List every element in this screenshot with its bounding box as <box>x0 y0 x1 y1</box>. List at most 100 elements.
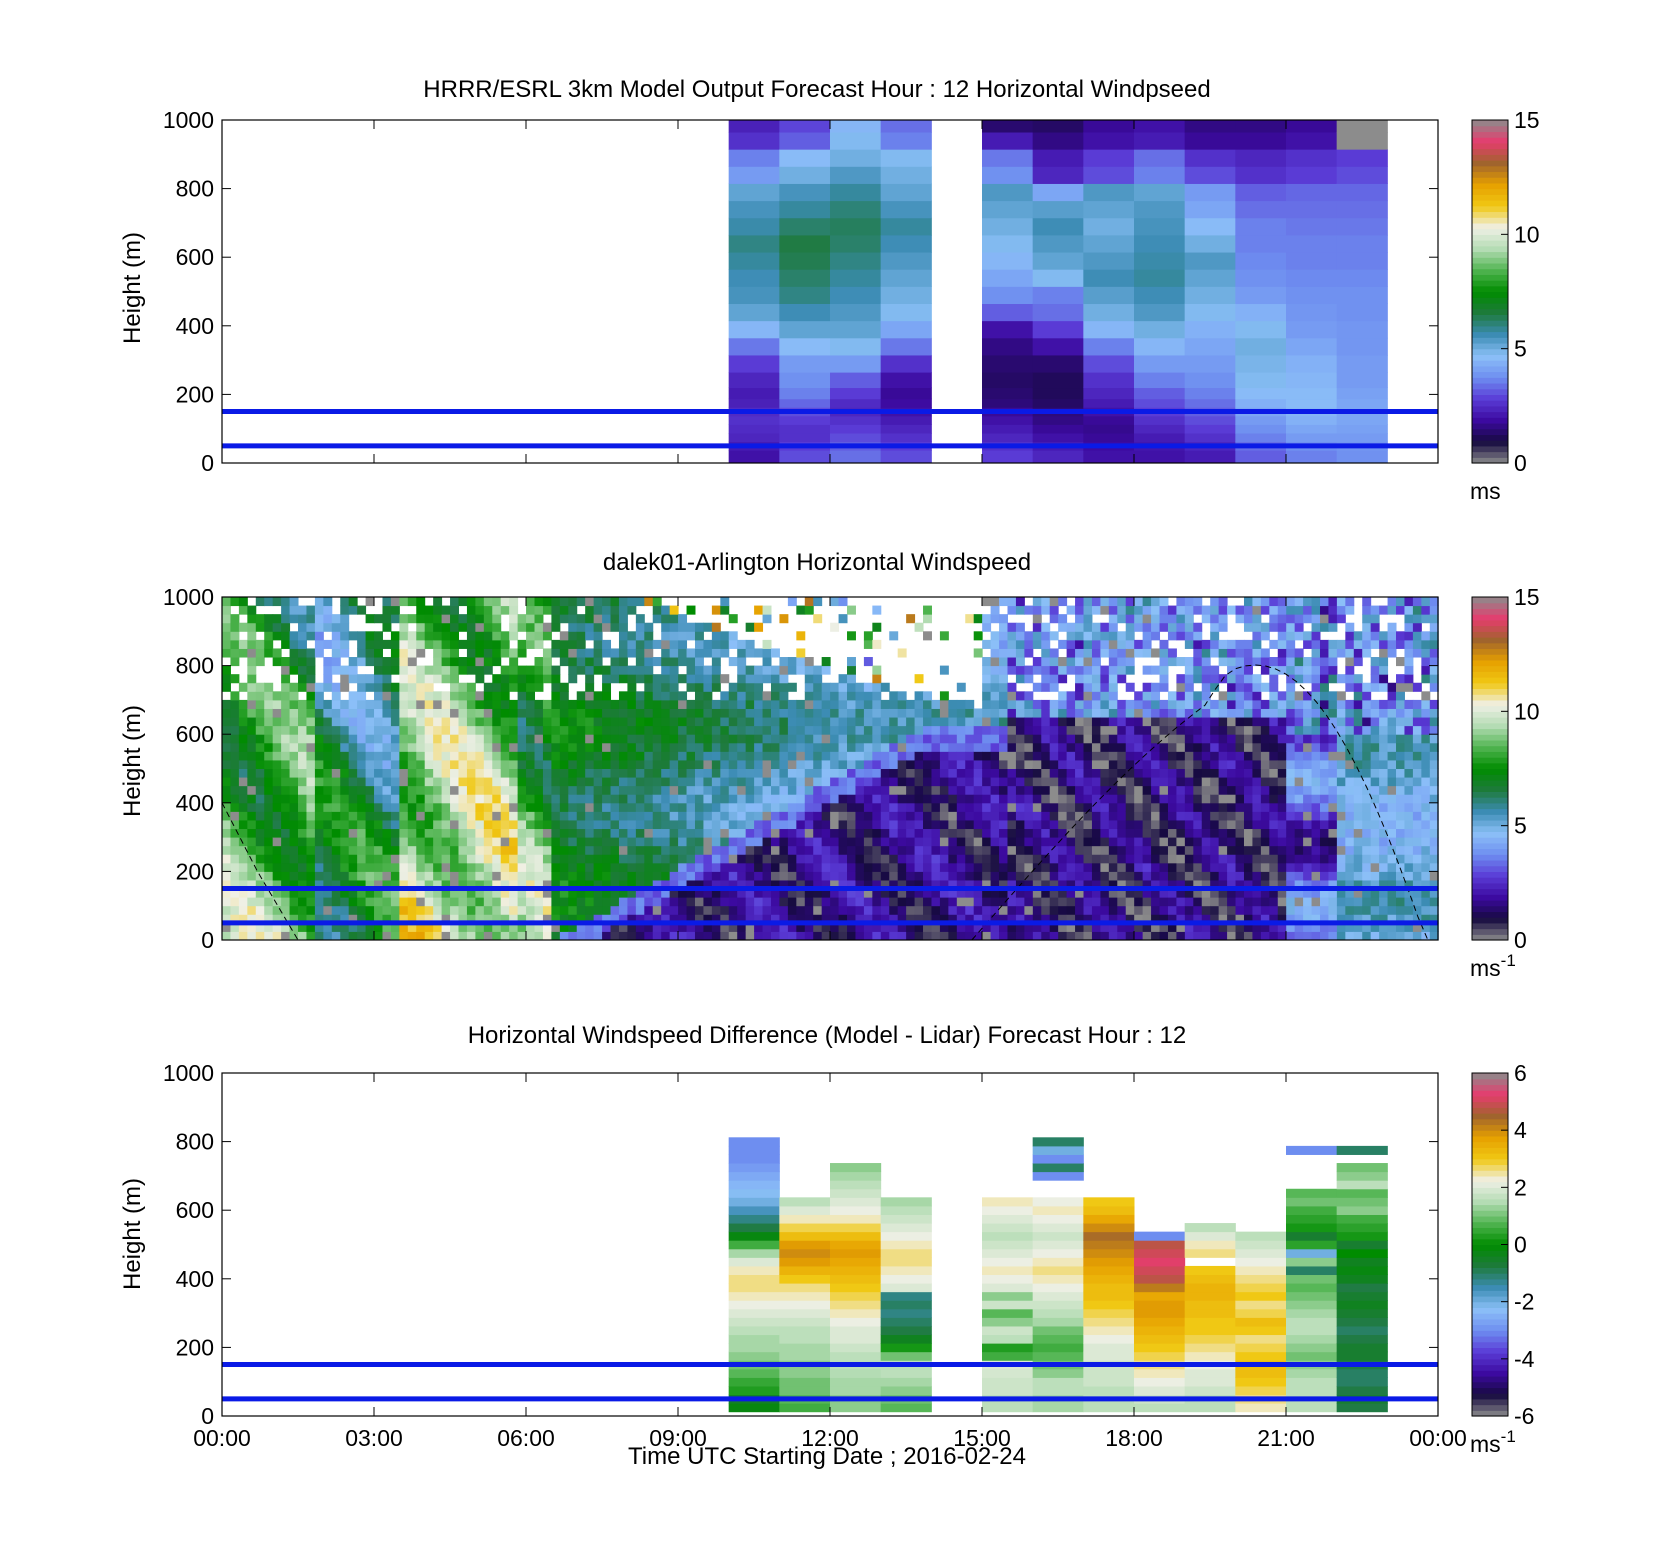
heatmap-cell <box>889 931 899 941</box>
heatmap-cell <box>661 639 671 649</box>
heatmap-cell <box>1134 398 1186 408</box>
heatmap-cell <box>433 888 443 898</box>
heatmap-cell <box>1151 708 1161 718</box>
heatmap-cell <box>1235 234 1287 253</box>
heatmap-cell <box>458 751 468 761</box>
heatmap-cell <box>830 819 840 830</box>
heatmap-cell <box>1032 398 1084 408</box>
heatmap-cell <box>1108 648 1118 658</box>
heatmap-cell <box>407 845 417 855</box>
colorbar-segment <box>1472 400 1508 407</box>
heatmap-cell <box>627 871 637 881</box>
heatmap-cell <box>804 811 814 821</box>
heatmap-cell <box>517 905 527 915</box>
heatmap-cell <box>559 699 569 709</box>
heatmap-cell <box>999 888 1008 898</box>
heatmap-cell <box>433 691 443 701</box>
heatmap-cell <box>551 708 561 718</box>
heatmap-cell <box>1049 785 1059 795</box>
heatmap-cell <box>728 699 738 709</box>
heatmap-cell <box>534 871 544 881</box>
heatmap-cell <box>694 862 704 872</box>
heatmap-cell <box>1015 905 1025 915</box>
heatmap-cell <box>948 751 958 761</box>
heatmap-cell <box>238 837 248 847</box>
heatmap-cell <box>247 828 257 838</box>
heatmap-cell <box>314 879 324 890</box>
heatmap-cell <box>939 742 949 752</box>
heatmap-cell <box>1193 734 1203 744</box>
heatmap-cell <box>1032 871 1042 881</box>
heatmap-cell <box>1218 922 1228 932</box>
heatmap-cell <box>931 897 941 907</box>
heatmap-cell <box>534 734 544 744</box>
heatmap-cell <box>1184 149 1236 167</box>
heatmap-cell <box>1227 777 1237 787</box>
heatmap-cell <box>500 665 510 675</box>
heatmap-cell <box>281 674 291 684</box>
heatmap-cell <box>661 734 671 744</box>
heatmap-cell <box>1083 922 1093 932</box>
heatmap-cell <box>661 837 671 847</box>
colorbar-segment <box>1472 457 1508 464</box>
heatmap-cell <box>686 708 696 718</box>
heatmap-cell <box>1201 674 1211 684</box>
heatmap-cell <box>1049 614 1059 624</box>
colorbar-segment <box>1472 342 1508 350</box>
heatmap-cell <box>407 871 417 881</box>
heatmap-cell <box>999 828 1008 838</box>
heatmap-cell <box>737 734 747 744</box>
heatmap-cell <box>340 614 350 624</box>
heatmap-cell <box>821 777 831 787</box>
heatmap-cell <box>1243 845 1253 855</box>
heatmap-cell <box>1032 811 1042 821</box>
heatmap-cell <box>661 905 671 915</box>
heatmap-cell <box>939 631 949 641</box>
heatmap-cell <box>627 777 637 787</box>
heatmap-cell <box>703 905 713 915</box>
heatmap-cell <box>568 734 578 744</box>
heatmap-cell <box>1218 657 1228 667</box>
heatmap-cell <box>694 759 704 769</box>
heatmap-cell <box>1286 337 1338 356</box>
heatmap-cell <box>1201 922 1211 932</box>
heatmap-cell <box>1091 811 1101 821</box>
heatmap-cell <box>500 802 510 812</box>
heatmap-cell <box>821 854 831 864</box>
heatmap-cell <box>382 622 392 632</box>
heatmap-cell <box>1201 794 1211 804</box>
heatmap-cell <box>1243 622 1253 632</box>
heatmap-cell <box>281 854 291 864</box>
heatmap-cell <box>627 914 637 924</box>
heatmap-cell <box>1193 597 1203 607</box>
heatmap-cell <box>264 828 274 838</box>
heatmap-cell <box>441 665 451 675</box>
heatmap-cell <box>542 828 552 838</box>
heatmap-cell <box>314 605 324 615</box>
heatmap-cell <box>1235 217 1287 236</box>
heatmap-cell <box>779 897 789 907</box>
heatmap-cell <box>1117 914 1127 924</box>
heatmap-cell <box>1091 751 1101 761</box>
heatmap-cell <box>880 200 932 219</box>
heatmap-cell <box>314 725 324 735</box>
heatmap-cell <box>956 699 966 709</box>
heatmap-cell <box>779 183 831 202</box>
heatmap-cell <box>323 879 333 890</box>
heatmap-cell <box>348 691 358 701</box>
heatmap-cell <box>500 794 510 804</box>
heatmap-cell <box>517 614 527 624</box>
heatmap-cell <box>1227 682 1237 692</box>
heatmap-cell <box>458 897 468 907</box>
heatmap-cell <box>939 914 949 924</box>
heatmap-cell <box>830 372 882 389</box>
heatmap-cell <box>272 819 282 830</box>
heatmap-cell <box>1286 166 1338 184</box>
heatmap-cell <box>509 622 519 632</box>
panel-lidar-ylabel: Height (m) <box>119 705 146 817</box>
heatmap-cell <box>466 665 476 675</box>
heatmap-cell <box>483 777 493 787</box>
heatmap-cell <box>230 828 240 838</box>
heatmap-cell <box>593 708 603 718</box>
heatmap-cell <box>1176 614 1186 624</box>
